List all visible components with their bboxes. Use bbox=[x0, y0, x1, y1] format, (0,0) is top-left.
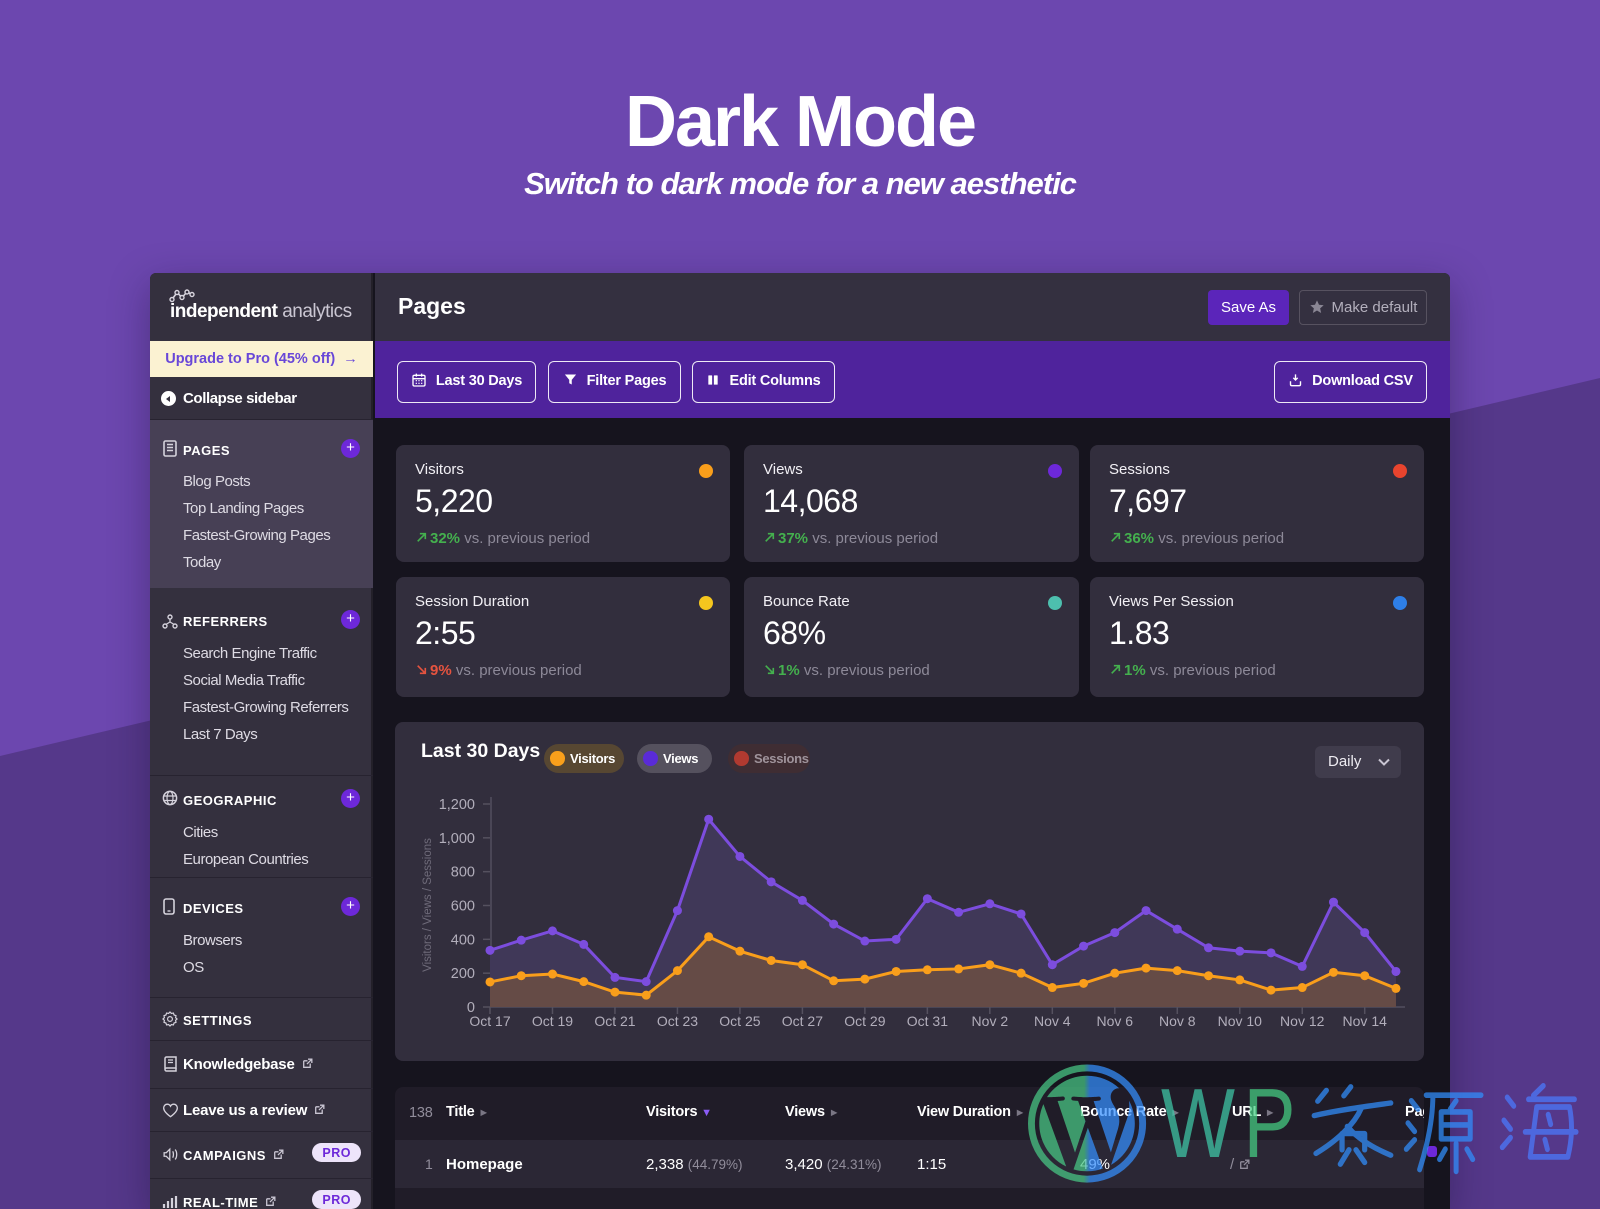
svg-text:Oct 17: Oct 17 bbox=[469, 1013, 510, 1029]
svg-text:Oct 29: Oct 29 bbox=[844, 1013, 885, 1029]
svg-text:1,000: 1,000 bbox=[439, 831, 475, 847]
svg-text:200: 200 bbox=[451, 966, 475, 982]
svg-text:Oct 27: Oct 27 bbox=[782, 1013, 823, 1029]
svg-text:Oct 25: Oct 25 bbox=[719, 1013, 760, 1029]
svg-text:Oct 23: Oct 23 bbox=[657, 1013, 698, 1029]
svg-text:0: 0 bbox=[467, 1000, 475, 1016]
svg-text:Oct 19: Oct 19 bbox=[532, 1013, 573, 1029]
svg-text:800: 800 bbox=[451, 865, 475, 881]
svg-text:Nov 12: Nov 12 bbox=[1280, 1013, 1325, 1029]
svg-text:Nov 6: Nov 6 bbox=[1097, 1013, 1134, 1029]
svg-text:400: 400 bbox=[451, 932, 475, 948]
svg-text:Nov 2: Nov 2 bbox=[972, 1013, 1009, 1029]
svg-text:Nov 10: Nov 10 bbox=[1218, 1013, 1263, 1029]
svg-text:Oct 21: Oct 21 bbox=[594, 1013, 635, 1029]
svg-text:Nov 8: Nov 8 bbox=[1159, 1013, 1196, 1029]
svg-text:Visitors / Views / Sessions: Visitors / Views / Sessions bbox=[422, 838, 434, 972]
svg-text:600: 600 bbox=[451, 898, 475, 914]
svg-text:1,200: 1,200 bbox=[439, 797, 475, 813]
svg-text:Oct 31: Oct 31 bbox=[907, 1013, 948, 1029]
svg-text:Nov 14: Nov 14 bbox=[1343, 1013, 1388, 1029]
svg-text:Nov 4: Nov 4 bbox=[1034, 1013, 1071, 1029]
